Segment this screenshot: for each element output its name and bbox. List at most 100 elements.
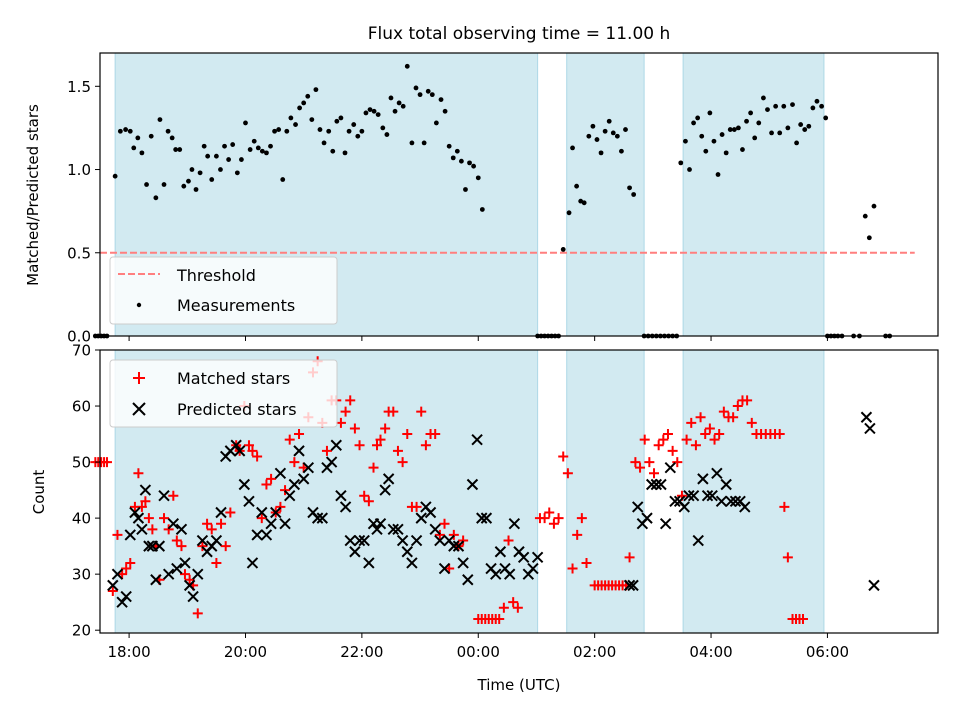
x-axis-label: Time (UTC)	[477, 676, 561, 694]
measurement-point	[691, 120, 696, 126]
measurement-point	[139, 150, 145, 156]
measurement-point	[148, 133, 154, 139]
predicted-star-point	[302, 461, 315, 474]
y-tick-label: 40	[72, 510, 91, 528]
measurement-point	[268, 143, 273, 149]
measurement-point	[186, 178, 191, 184]
x-tick-label: 18:00	[107, 643, 150, 661]
matched-star-point	[686, 417, 697, 428]
matched-star-point	[581, 557, 592, 568]
matched-star-point	[558, 451, 569, 462]
measurement-point	[715, 172, 721, 177]
x-tick-label: 20:00	[224, 643, 267, 661]
measurement-point	[380, 125, 386, 131]
matched-star-point	[553, 513, 564, 524]
measurement-point	[594, 137, 600, 142]
predicted-star-point	[457, 557, 469, 569]
measurement-point	[790, 102, 795, 108]
matched-star-point	[704, 423, 715, 434]
matched-legend-swatch	[133, 372, 145, 384]
matched-star-point	[220, 541, 231, 552]
y-tick-label: 0.0	[67, 328, 91, 346]
predicted-star-point	[406, 557, 418, 569]
predicted-star-point	[692, 534, 704, 547]
measurement-point	[703, 148, 709, 154]
predicted-star-point	[335, 489, 347, 502]
measurement-point	[417, 92, 423, 98]
measurement-point	[284, 128, 290, 134]
predicted-star-point	[238, 478, 251, 491]
matched-star-point	[133, 468, 144, 479]
predicted-star-point	[517, 551, 530, 564]
measurement-point	[239, 157, 244, 162]
matched-star-point	[512, 602, 523, 613]
matched-star-point	[143, 513, 154, 524]
matched-star-point	[392, 445, 403, 456]
matched-star-point	[159, 513, 170, 524]
measurement-point	[707, 110, 713, 116]
measurement-point	[153, 195, 159, 201]
measurement-point	[606, 118, 612, 124]
predicted-star-point	[183, 579, 196, 592]
measurement-point	[135, 135, 141, 141]
top-y-axis-label: Matched/Predicted stars	[24, 104, 42, 286]
matched-star-point	[184, 574, 195, 585]
measurement-point	[777, 130, 783, 136]
matched-star-point	[709, 434, 720, 445]
measurement-point	[581, 200, 587, 206]
matched-star-point	[280, 485, 291, 496]
predicted-star-point	[664, 461, 677, 474]
matched-star-point	[136, 501, 147, 512]
measurement-point	[359, 128, 365, 134]
predicted-star-point	[739, 501, 751, 513]
predicted-star-point	[720, 478, 732, 491]
measurement-point	[309, 117, 315, 122]
predicted-star-point	[143, 540, 155, 552]
matched-star-point	[420, 440, 431, 451]
predicted-star-point	[349, 546, 361, 558]
matched-star-point	[354, 440, 365, 451]
measurement-point	[165, 128, 171, 134]
measurement-point	[752, 135, 758, 141]
measurement-point	[683, 138, 688, 144]
measurement-point	[288, 115, 294, 121]
matched-star-point	[681, 434, 692, 445]
matched-star-point	[402, 429, 413, 440]
matched-star-point	[434, 529, 445, 540]
matched-star-point	[349, 423, 360, 434]
matched-star-point	[261, 479, 272, 490]
top-legend-box	[109, 256, 338, 325]
matched-star-point	[644, 457, 655, 468]
y-tick-label: 60	[72, 398, 91, 416]
measurement-point	[131, 145, 137, 151]
matched-star-point	[335, 417, 346, 428]
measurement-point	[723, 150, 729, 156]
predicted-star-point	[401, 546, 413, 558]
predicted-star-point	[650, 478, 663, 491]
matched-star-point	[107, 585, 118, 596]
matched-star-point	[340, 406, 351, 417]
matched-star-point	[430, 429, 441, 440]
matched-star-point	[544, 507, 555, 518]
predicted-star-point	[210, 534, 223, 547]
measurement-point	[123, 127, 129, 132]
predicted-star-point	[387, 523, 400, 536]
measurement-point	[338, 115, 344, 121]
matched-star-point	[388, 406, 399, 417]
predicted-star-point	[167, 518, 180, 530]
matched-star-point	[639, 434, 650, 445]
predicted-star-point	[466, 478, 479, 491]
measurement-point	[127, 128, 133, 134]
top-axes-frame	[99, 52, 939, 337]
predicted-star-point	[374, 518, 387, 530]
measurement-point	[711, 138, 717, 144]
y-tick-label: 1.0	[67, 161, 91, 179]
matched-star-point	[774, 429, 785, 440]
predicted-star-point	[645, 478, 658, 491]
matched-star-point	[742, 395, 753, 406]
matched-star-point	[779, 501, 790, 512]
predicted-legend-swatch	[132, 402, 146, 416]
measurement-point	[326, 128, 332, 134]
measurement-point	[321, 140, 327, 146]
